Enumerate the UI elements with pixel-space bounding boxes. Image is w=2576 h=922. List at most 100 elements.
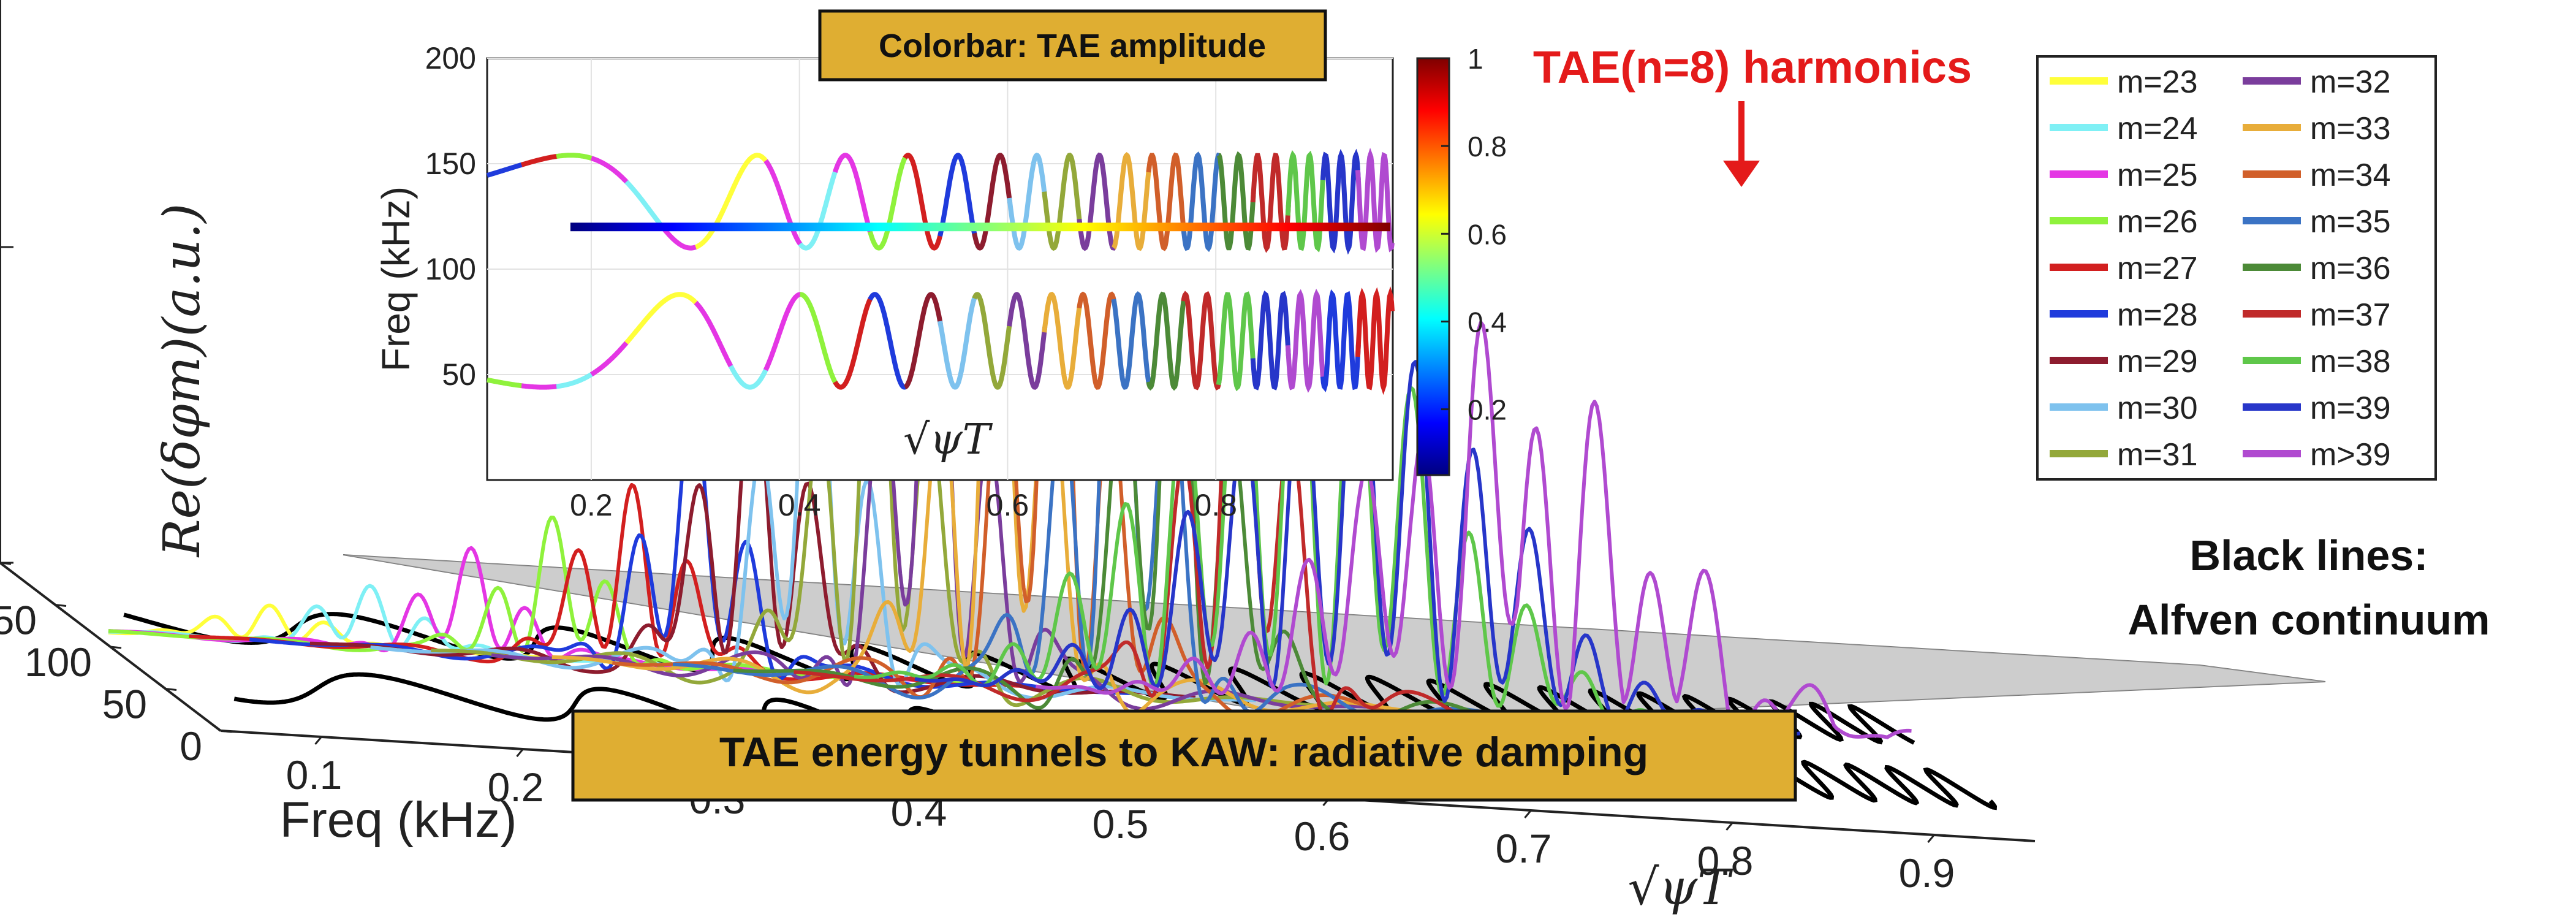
legend-label: m=25 — [2117, 158, 2198, 193]
inset-lower-branch-segment — [904, 292, 943, 390]
inset-upper-branch-segment — [1007, 152, 1048, 251]
inset-lower-branch-segment — [1216, 291, 1256, 392]
y-tick-mark — [220, 730, 232, 733]
inset-lower-branch-segment — [800, 292, 838, 384]
inset-lower-branch-segment — [1042, 291, 1083, 390]
colorbar-tick-label: 0.8 — [1468, 131, 1507, 162]
bottom-note-box — [571, 709, 1797, 802]
inset-upper-branch-segment — [1285, 150, 1326, 253]
y-tick-label: 100 — [25, 639, 92, 685]
x-tick-mark — [1524, 810, 1532, 818]
inset-lower-branch-segment — [589, 340, 629, 377]
inset-title-box — [818, 9, 1327, 82]
x-tick-mark — [1927, 834, 1935, 843]
inset-y-tick-label: 150 — [425, 147, 476, 181]
inset-lower-branch-segment — [1285, 288, 1326, 393]
x-tick-label: 0.6 — [1294, 813, 1351, 859]
inset-lower-branch-segment — [868, 292, 907, 390]
inset-lower-branch-segment — [1007, 292, 1048, 390]
inset-upper-branch-segment — [1181, 151, 1221, 253]
y-axis-label: Freq (kHz) — [279, 792, 517, 848]
black-lines-note-line1: Black lines: — [2189, 531, 2428, 579]
inset-x-tick-label: 0.6 — [987, 488, 1029, 522]
inset-upper-branch-segment — [938, 152, 978, 237]
x-tick-label: 0.1 — [286, 752, 343, 798]
inset-upper-branch-segment — [1077, 152, 1116, 251]
inset-lower-branch-segment — [833, 297, 873, 390]
y-tick-label: 150 — [0, 598, 37, 643]
x-tick-label: 0.2 — [488, 764, 544, 810]
inset-upper-branch-segment — [1042, 152, 1083, 251]
inset-upper-branch-segment — [591, 156, 629, 185]
colorbar — [1416, 57, 1450, 476]
legend-label: m=38 — [2310, 344, 2391, 379]
inset-x-tick-label: 0.8 — [1194, 488, 1237, 522]
inset-y-tick-label: 200 — [425, 41, 476, 75]
colorbar-ticks: 0.2 0.4 0.6 0.8 1 — [1441, 43, 1507, 426]
inset-title: Colorbar: TAE amplitude — [879, 28, 1266, 64]
inset-upper-branch-segment — [763, 159, 803, 246]
peak-annotation: TAE(n=8) harmonics — [1533, 42, 1972, 93]
y-tick-mark — [55, 604, 67, 607]
inset-upper-branch-segment — [903, 153, 943, 251]
x-tick-label: 0.7 — [1496, 826, 1552, 871]
inset-y-tick-label: 50 — [442, 357, 476, 392]
inset-lower-branch-segment — [1146, 291, 1187, 391]
x-tick-mark — [1726, 822, 1733, 831]
inset-upper-branch-segment — [520, 153, 558, 167]
y-tick-label: 0 — [180, 723, 202, 769]
colorbar-tick-label: 0.2 — [1468, 394, 1507, 426]
legend-label: m=23 — [2117, 64, 2198, 100]
inset-lower-branch-segment — [521, 383, 558, 390]
inset-x-tick-label: 0.2 — [570, 488, 613, 522]
y-tick-mark — [165, 688, 177, 691]
inset-y-label: Freq (kHz) — [374, 186, 418, 371]
inset-lower-branch-segment — [487, 377, 523, 389]
z-axis-label: Re(δφm)(a.u.) — [153, 204, 211, 558]
inset-upper-branch-segment — [624, 180, 664, 227]
legend-label: m=36 — [2310, 251, 2391, 286]
inset-lower-branch-segment — [1181, 291, 1222, 391]
legend-label: m=32 — [2310, 64, 2391, 100]
inset-lower-branch-segment — [694, 300, 734, 369]
inset-upper-branch-segment — [486, 162, 523, 178]
inset-lower-branch-segment — [972, 292, 1013, 390]
x-axis-label: √ψT — [1627, 859, 1733, 916]
inset-ticks: 0.2 0.4 0.6 0.8 50 100 150 200 — [425, 41, 1237, 522]
y-tick-label: 50 — [102, 682, 147, 727]
series-line-mgt39 — [1035, 321, 1912, 739]
inset-lower-branch-segment — [729, 365, 769, 390]
inset-upper-branch-segment — [1146, 152, 1187, 251]
legend-label: m=33 — [2310, 111, 2391, 147]
peak-arrow — [1723, 101, 1760, 187]
x-tick-mark — [516, 749, 524, 757]
inset-mode-frequency-bar — [570, 223, 1391, 232]
inset-upper-branch-segment — [1216, 151, 1256, 251]
legend-label: m=29 — [2117, 344, 2198, 379]
inset-upper-branch-segment — [556, 153, 593, 161]
inset-lower-branch-segment — [624, 301, 664, 345]
x-tick-label: 0.8 — [1697, 838, 1754, 883]
inset-upper-branch-segment — [728, 153, 768, 195]
inset-y-tick-label: 100 — [425, 252, 476, 286]
inset-lower-branch-segment — [938, 295, 977, 390]
inset-continuum-plot: 0.2 0.4 0.6 0.8 50 100 150 200 Freq (kHz) √ψT C… — [374, 9, 1507, 522]
colorbar-tick-label: 0.4 — [1468, 306, 1507, 338]
inset-upper-branch-segment — [1320, 148, 1361, 255]
legend-label: m=34 — [2310, 158, 2391, 193]
legend-label: m=35 — [2310, 204, 2391, 240]
main-axes: 0.10.20.30.40.50.60.70.80.90501001502000… — [0, 0, 2036, 896]
legend-label: m=26 — [2117, 204, 2198, 240]
x-tick-label: 0.5 — [1093, 801, 1149, 847]
inset-x-label: √ψT — [903, 416, 993, 464]
inset-lower-branch-segment — [1320, 289, 1361, 392]
colorbar-tick-label: 1 — [1468, 43, 1483, 75]
inset-upper-branch-segment — [1250, 152, 1291, 253]
legend-label: m=28 — [2117, 297, 2198, 333]
inset-lower-branch-segment — [659, 292, 699, 306]
inset-upper-branch-segment — [659, 223, 697, 251]
legend-label: m=37 — [2310, 297, 2391, 333]
inset-lower-branch-segment — [1355, 286, 1395, 395]
inset-x-tick-label: 0.4 — [778, 488, 821, 522]
